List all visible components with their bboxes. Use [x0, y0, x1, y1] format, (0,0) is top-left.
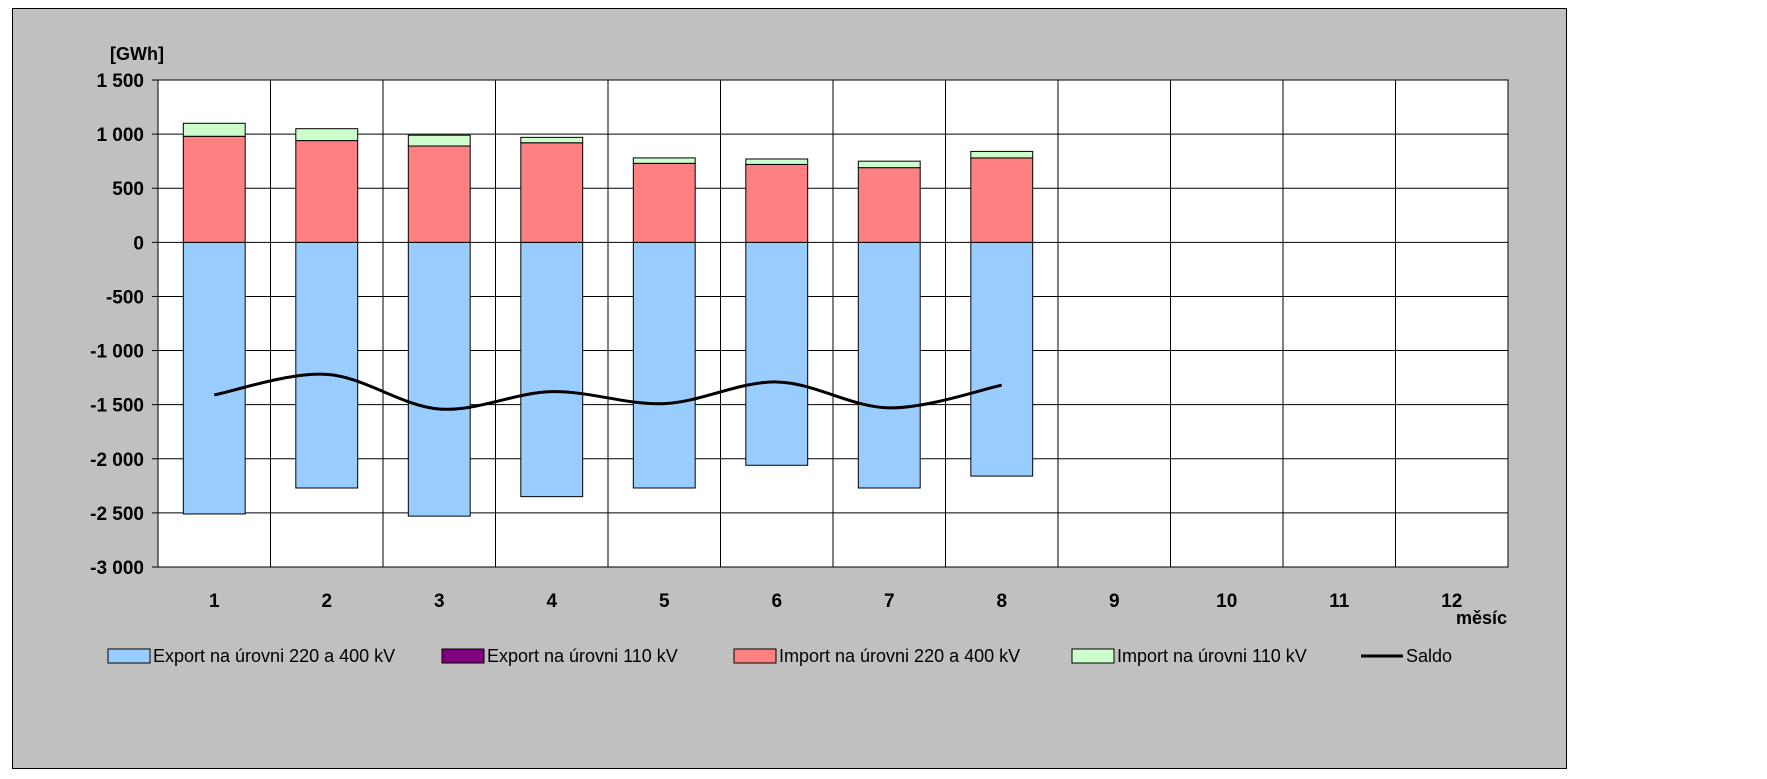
x-tick-label: 2 — [321, 591, 332, 612]
bar-segment — [295, 140, 359, 243]
x-tick-label: 6 — [771, 591, 782, 612]
grid-lines — [158, 79, 1508, 568]
x-tick-label: 7 — [884, 591, 895, 612]
x-tick-label: 4 — [546, 591, 557, 612]
bar-segment — [182, 135, 246, 243]
legend-label: Saldo — [1406, 646, 1452, 666]
legend-label: Import na úrovni 220 a 400 kV — [779, 646, 1020, 666]
bar-segment — [970, 241, 1034, 477]
x-tick-label: 1 — [209, 591, 220, 612]
y-tick-label: 500 — [112, 179, 144, 200]
bar-segment — [182, 122, 246, 137]
legend-label: Import na úrovni 110 kV — [1117, 646, 1307, 666]
bar-segment — [857, 160, 921, 169]
bar-segment — [295, 128, 359, 142]
bar-segment — [520, 136, 584, 144]
bar-segment — [745, 163, 809, 243]
chart-svg: 1 500 1 000 500 0 -500 -1 000 -1 500 -2 000 -2 5… — [90, 44, 1509, 666]
bars — [182, 122, 1034, 517]
x-tick-label: 3 — [434, 591, 445, 612]
saldo-line — [213, 372, 1003, 411]
bar-segment — [182, 241, 246, 515]
bar-segment — [520, 241, 584, 498]
bar-segment — [295, 241, 359, 489]
legend-label: Export na úrovni 220 a 400 kV — [153, 646, 395, 666]
bar-segment — [407, 241, 471, 517]
bar-segment — [632, 162, 696, 243]
y-tick-label: 0 — [133, 233, 144, 254]
legend-label: Export na úrovni 110 kV — [487, 646, 678, 666]
bar-segment — [970, 157, 1034, 243]
bar-segment — [407, 145, 471, 243]
chart-area: 1 500 1 000 500 0 -500 -1 000 -1 500 -2 000 -2 5… — [12, 8, 1567, 769]
bar-segment — [632, 241, 696, 489]
bar-segment — [745, 158, 809, 165]
axes: 1 500 1 000 500 0 -500 -1 000 -1 500 -2 000 -2 5… — [90, 71, 1462, 612]
x-axis-title: měsíc — [1456, 608, 1507, 628]
y-tick-label: -1 500 — [90, 396, 144, 417]
legend-swatch — [733, 648, 777, 664]
bar-segment — [745, 241, 809, 466]
x-tick-label: 9 — [1109, 591, 1120, 612]
legend-swatch — [107, 648, 151, 664]
y-tick-label: 1 500 — [96, 71, 144, 92]
legend-swatch — [1071, 648, 1115, 664]
bar-segment — [407, 134, 471, 147]
bar-segment — [857, 241, 921, 489]
legend: Export na úrovni 220 a 400 kV Export na ú… — [107, 646, 1452, 666]
y-tick-label: 1 000 — [96, 125, 144, 146]
x-tick-label: 10 — [1216, 591, 1237, 612]
y-tick-label: -1 000 — [90, 342, 144, 363]
x-tick-label: 12 — [1441, 591, 1462, 612]
bar-segment — [857, 167, 921, 243]
x-tick-label: 11 — [1329, 591, 1350, 612]
bar-segment — [970, 150, 1034, 159]
y-tick-label: -2 500 — [90, 504, 144, 525]
x-tick-label: 5 — [659, 591, 670, 612]
bar-segment — [520, 142, 584, 243]
bar-segment — [632, 157, 696, 164]
y-tick-label: -500 — [106, 287, 144, 308]
y-axis-unit-label: [GWh] — [110, 44, 164, 64]
saldo-line-layer — [213, 372, 1003, 411]
x-tick-label: 8 — [996, 591, 1007, 612]
y-tick-label: -2 000 — [90, 450, 144, 471]
y-tick-label: -3 000 — [90, 558, 144, 579]
legend-swatch — [441, 648, 485, 664]
